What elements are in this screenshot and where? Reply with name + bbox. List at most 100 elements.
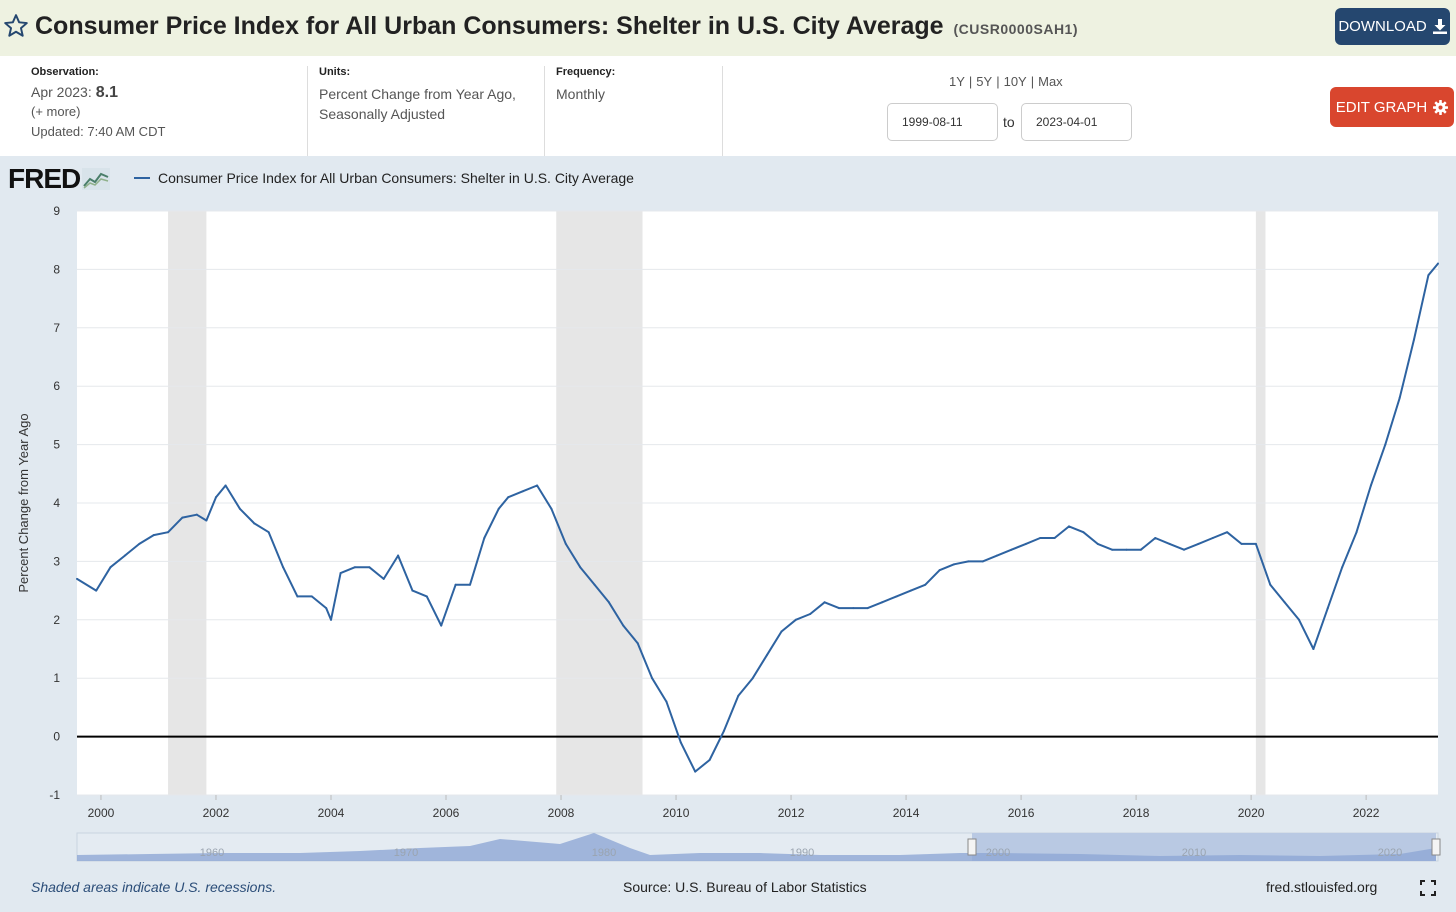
data-point xyxy=(909,589,912,592)
navigator-tick-label: 1980 xyxy=(592,847,616,859)
data-point xyxy=(76,577,78,580)
data-point xyxy=(852,607,855,610)
y-tick-label: 1 xyxy=(53,671,60,685)
range-separator: | xyxy=(996,74,1000,89)
navigator-handle[interactable] xyxy=(967,838,977,856)
data-point xyxy=(1211,537,1214,540)
data-point xyxy=(837,607,840,610)
x-tick-label: 2014 xyxy=(893,806,920,820)
data-point xyxy=(1183,548,1186,551)
y-tick-label: -1 xyxy=(49,788,60,802)
data-point xyxy=(823,601,826,604)
data-point xyxy=(1341,566,1344,569)
chart-legend: Consumer Price Index for All Urban Consu… xyxy=(134,170,634,186)
data-point xyxy=(138,542,141,545)
y-tick-label: 2 xyxy=(53,613,60,627)
data-point xyxy=(1010,548,1013,551)
data-point xyxy=(267,531,270,534)
data-point xyxy=(1096,542,1099,545)
range-1y[interactable]: 1Y xyxy=(949,74,965,89)
x-tick-label: 2000 xyxy=(88,806,115,820)
data-point xyxy=(1197,542,1200,545)
data-point xyxy=(483,537,486,540)
range-5y[interactable]: 5Y xyxy=(976,74,993,89)
updated-time: Updated: 7:40 AM CDT xyxy=(31,124,166,139)
data-point xyxy=(1024,542,1027,545)
recession-note: Shaded areas indicate U.S. recessions. xyxy=(31,879,277,895)
data-point xyxy=(708,758,711,761)
y-tick-label: 8 xyxy=(53,262,60,276)
data-point xyxy=(205,519,208,522)
y-tick-label: 7 xyxy=(53,321,60,335)
data-point xyxy=(468,583,471,586)
data-point xyxy=(1427,274,1430,277)
data-point xyxy=(1369,484,1372,487)
data-point xyxy=(794,618,797,621)
fred-logo[interactable]: FRED xyxy=(8,163,111,194)
navigator-tick-label: 1970 xyxy=(394,847,418,859)
data-point xyxy=(368,566,371,569)
more-observations-link[interactable]: (+ more) xyxy=(31,104,81,119)
navigator-handle[interactable] xyxy=(1431,838,1441,856)
navigator-tick-label: 1960 xyxy=(200,847,224,859)
range-10y[interactable]: 10Y xyxy=(1003,74,1027,89)
data-point xyxy=(507,496,510,499)
date-to-input[interactable]: 2023-04-01 xyxy=(1021,103,1132,141)
data-point xyxy=(536,484,539,487)
download-icon xyxy=(1432,19,1447,34)
data-point xyxy=(679,741,682,744)
navigator-tick-label: 1990 xyxy=(790,847,814,859)
data-point xyxy=(454,583,457,586)
data-point xyxy=(411,589,414,592)
data-point xyxy=(382,577,385,580)
navigator-tick-label: 2020 xyxy=(1378,847,1402,859)
y-tick-label: 6 xyxy=(53,379,60,393)
star-icon[interactable] xyxy=(3,13,29,39)
data-point xyxy=(866,607,869,610)
download-button[interactable]: DOWNLOAD xyxy=(1335,8,1450,45)
data-point xyxy=(938,569,941,572)
data-point xyxy=(1437,262,1439,265)
y-tick-label: 5 xyxy=(53,438,60,452)
data-point xyxy=(1240,542,1243,545)
range-selector: 1Y | 5Y | 10Y | Max xyxy=(949,74,1063,89)
observation-value: 8.1 xyxy=(95,84,118,101)
data-point xyxy=(996,554,999,557)
data-point xyxy=(195,513,198,516)
range-separator: | xyxy=(968,74,973,89)
y-tick-label: 0 xyxy=(53,730,60,744)
data-point xyxy=(766,653,769,656)
data-point xyxy=(1269,583,1272,586)
data-point xyxy=(310,595,313,598)
data-point xyxy=(329,618,332,621)
data-point xyxy=(109,566,112,569)
data-point xyxy=(397,554,400,557)
data-point xyxy=(214,496,217,499)
data-point xyxy=(895,595,898,598)
x-tick-label: 2012 xyxy=(778,806,805,820)
series-line xyxy=(76,262,1439,773)
data-point xyxy=(1154,537,1157,540)
fullscreen-icon[interactable] xyxy=(1420,880,1436,896)
data-point xyxy=(238,507,241,510)
observation-panel: Observation: Apr 2023: 8.1 (+ more) Updat… xyxy=(31,66,308,156)
chart-svg[interactable]: -1 0 1 2 3 4 5 6 7 8 9 2000 2002 2004 2006 2008 2010 2012… xyxy=(0,156,1456,912)
data-point xyxy=(722,729,725,732)
fred-graph-icon xyxy=(82,168,111,190)
y-tick-label: 3 xyxy=(53,554,60,568)
range-max[interactable]: Max xyxy=(1038,74,1063,89)
data-point xyxy=(1326,607,1329,610)
data-point xyxy=(1125,548,1128,551)
y-tick-label: 9 xyxy=(53,204,60,218)
units-panel: Units: Percent Change from Year Ago, Sea… xyxy=(319,66,545,156)
data-point xyxy=(181,516,184,519)
data-point xyxy=(665,700,668,703)
site-link[interactable]: fred.stlouisfed.org xyxy=(1266,879,1378,895)
data-point xyxy=(1168,542,1171,545)
download-label: DOWNLOAD xyxy=(1338,18,1427,35)
edit-graph-button[interactable]: EDIT GRAPH xyxy=(1330,87,1454,127)
date-from-input[interactable]: 1999-08-11 xyxy=(887,103,998,141)
data-point xyxy=(564,542,567,545)
metadata-row: Observation: Apr 2023: 8.1 (+ more) Updat… xyxy=(0,56,1456,156)
series-id: (CUSR0000SAH1) xyxy=(953,21,1078,37)
